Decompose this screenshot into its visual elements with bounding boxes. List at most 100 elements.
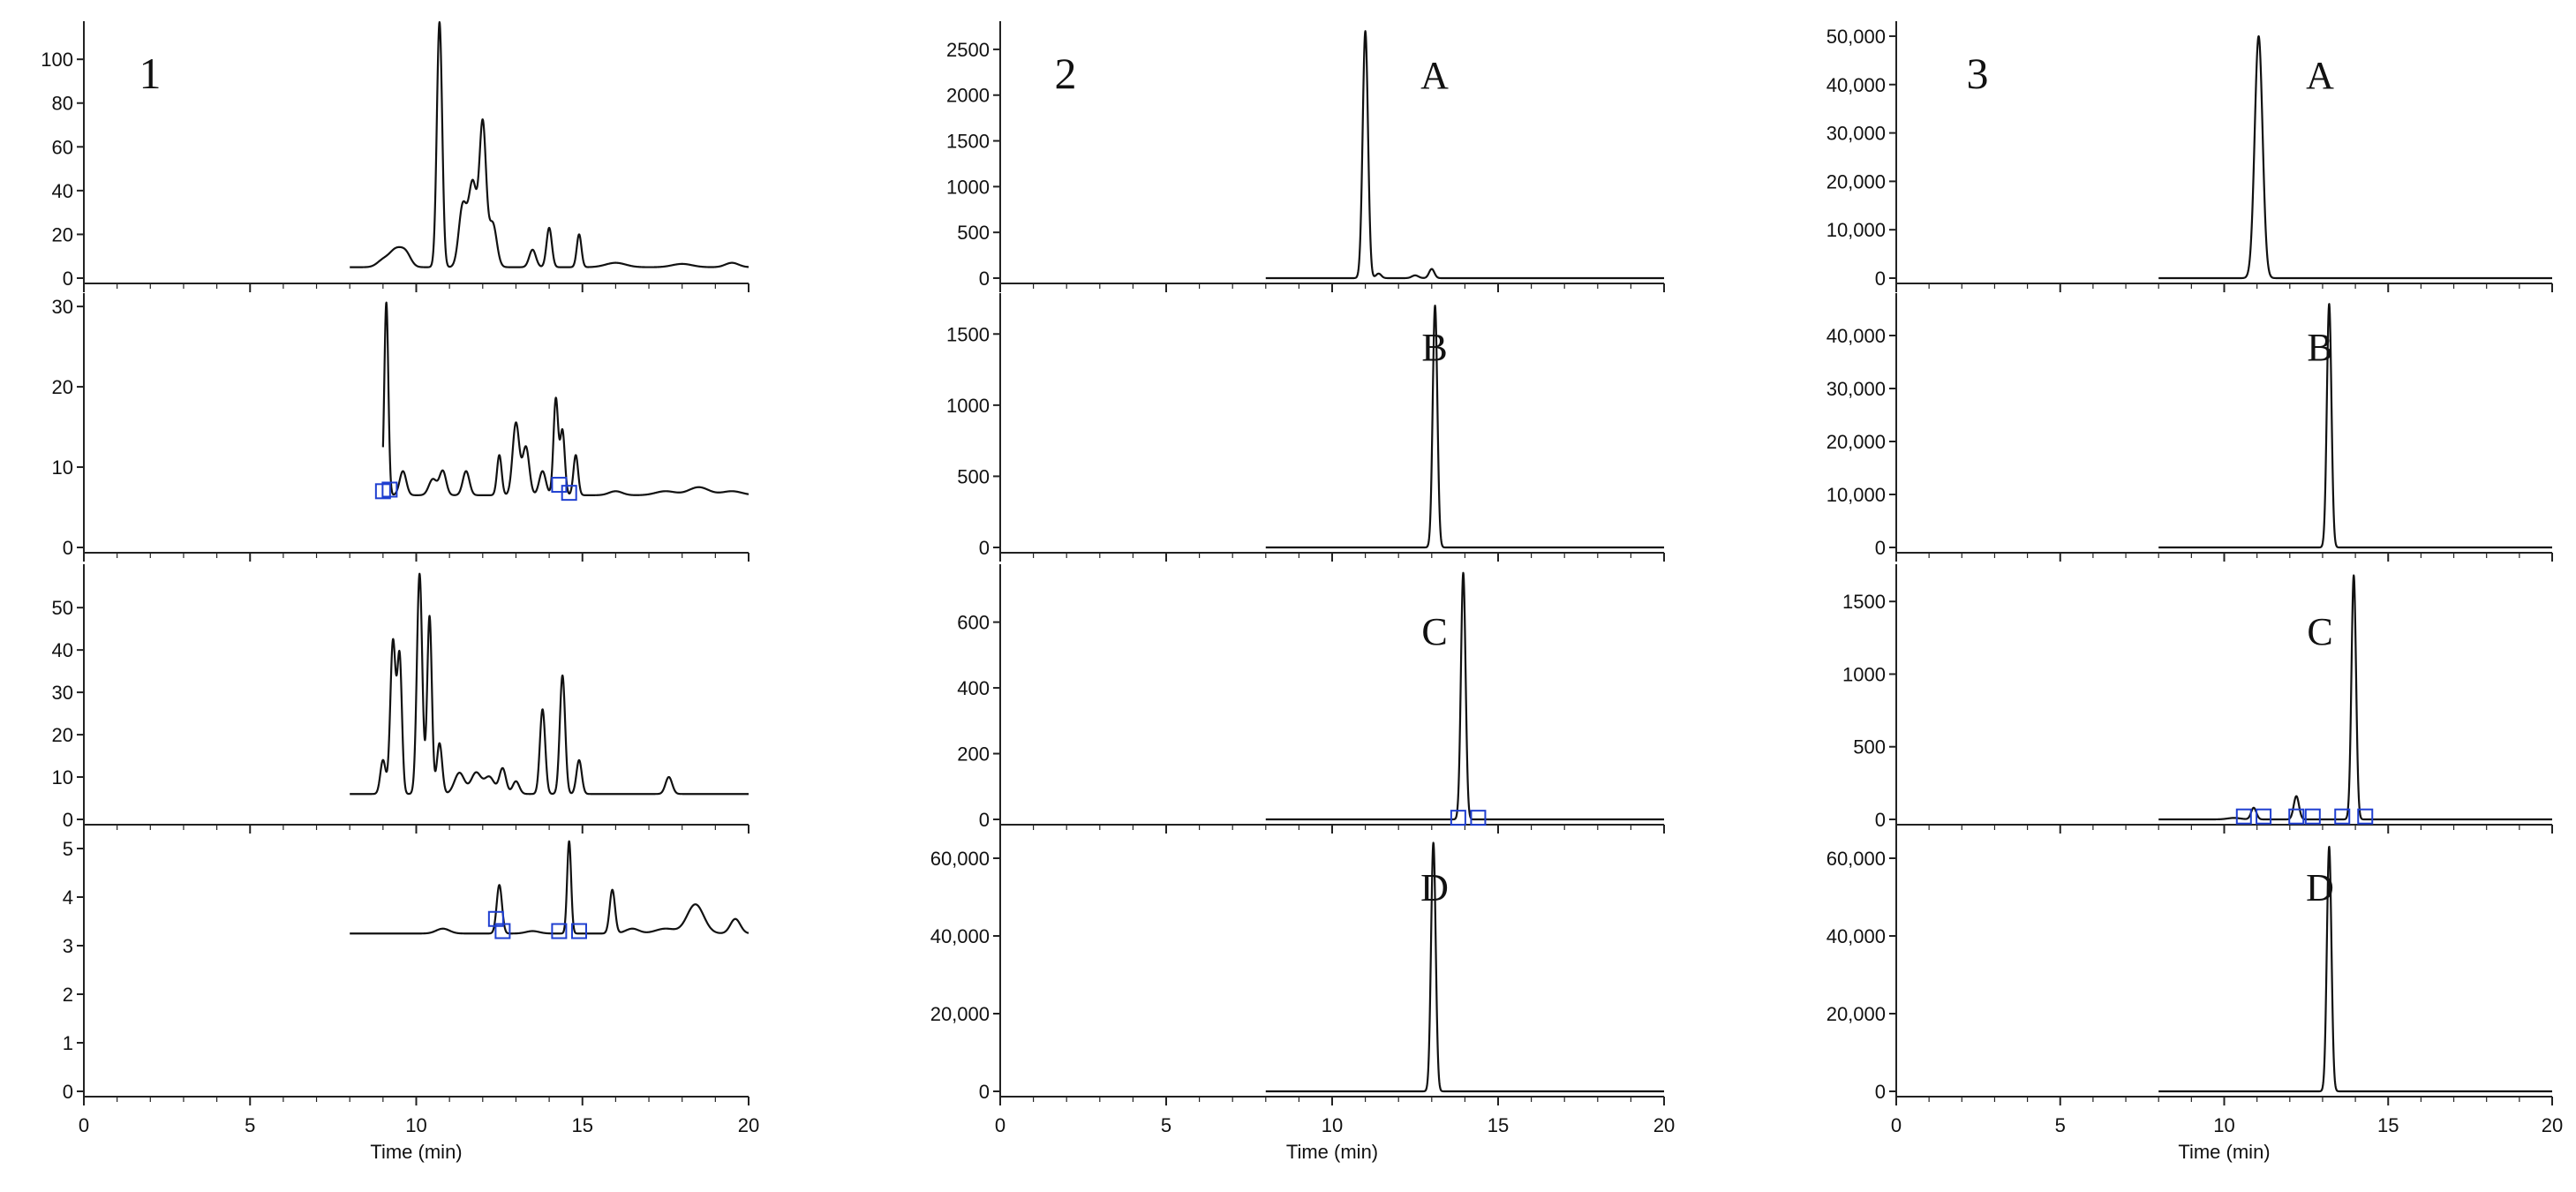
integration-marker [2256,808,2272,825]
trace-letter-label: A [2306,54,2334,97]
x-tick-label: 5 [2055,1114,2066,1136]
panel-number-label: 3 [1967,49,1989,98]
chromatogram-trace-line [2158,34,2553,280]
trace-letter-label: C [1421,610,1447,653]
y-tick-label: 20,000 [1827,170,1886,192]
integration-marker [2288,808,2305,825]
integration-marker [1470,810,1487,826]
y-tick-label: 10,000 [1827,484,1886,506]
trace-c: 0 500 1000 1500 C [1842,564,2553,834]
integration-marker [561,485,577,502]
y-tick-label: 40 [52,180,73,202]
chromatogram-trace-line [2158,845,2553,1093]
y-tick-label: 500 [957,222,990,244]
x-tick-label: 0 [1891,1114,1902,1136]
y-tick-label: 40,000 [1827,925,1886,947]
panel-number-label: 2 [1055,49,1077,98]
trace-letter-label: C [2307,610,2332,653]
integration-marker [494,923,511,939]
y-tick-label: 600 [957,612,990,634]
trace-1: 0 20 40 60 80 100 [41,20,749,292]
y-tick-label: 0 [979,809,990,831]
y-tick-label: 5 [63,838,73,860]
y-tick-label: 1500 [946,131,990,153]
trace-b: 0 500 1000 1500 B [946,293,1665,562]
integration-marker [2304,808,2321,825]
y-tick-label: 0 [1875,809,1886,831]
trace-2: 0 10 20 30 [52,293,749,562]
y-tick-label: 20,000 [1827,1003,1886,1025]
y-tick-label: 2000 [946,85,990,107]
y-tick-label: 400 [957,677,990,699]
x-tick-label: 20 [738,1114,759,1136]
integration-marker [2235,808,2252,825]
x-tick-label: 5 [245,1114,255,1136]
x-tick-label: 10 [405,1114,426,1136]
y-tick-label: 100 [41,49,73,71]
chromatogram-trace-line [1265,841,1665,1093]
y-tick-label: 0 [63,268,73,290]
x-axis-title: Time (min) [1286,1141,1378,1163]
y-tick-label: 1000 [946,176,990,198]
y-tick-label: 80 [52,93,73,115]
y-tick-label: 20,000 [930,1003,990,1025]
trace-letter-label: A [1420,54,1449,97]
y-tick-label: 0 [1875,268,1886,290]
trace-c: 0 200 400 600 C [957,564,1665,834]
trace-4: 0 1 2 3 4 5 [63,834,749,1105]
y-tick-label: 3 [63,935,73,957]
y-tick-label: 1000 [1842,663,1886,685]
y-tick-label: 20 [52,376,73,398]
y-tick-label: 20 [52,724,73,746]
integration-marker [551,923,568,939]
x-tick-label: 5 [1161,1114,1171,1136]
y-tick-label: 0 [979,537,990,559]
trace-letter-label: B [1421,326,1447,369]
trace-3: 0 10 20 30 40 50 [52,564,749,834]
y-tick-label: 40,000 [930,925,990,947]
y-tick-label: 4 [63,886,73,909]
integration-marker [570,923,587,939]
chromatogram-trace-line [1265,30,1665,280]
chromatogram-trace-line [349,572,749,796]
trace-b: 0 10,000 20,000 30,000 40,000 B [1827,293,2553,562]
y-tick-label: 500 [957,465,990,487]
trace-letter-label: D [1420,866,1449,909]
y-tick-label: 0 [1875,1081,1886,1103]
y-tick-label: 2500 [946,39,990,61]
integration-marker [1450,810,1466,826]
trace-letter-label: B [2307,326,2332,369]
y-tick-label: 2 [63,984,73,1006]
y-tick-label: 0 [63,1081,73,1103]
x-tick-label: 15 [1488,1114,1509,1136]
y-tick-label: 0 [1875,537,1886,559]
trace-d: 0 20,000 40,000 60,000 D [1827,834,2553,1105]
y-tick-label: 30,000 [1827,123,1886,145]
y-tick-label: 20,000 [1827,431,1886,453]
trace-d: 0 20,000 40,000 60,000 D [930,834,1665,1105]
y-tick-label: 40,000 [1827,325,1886,347]
y-tick-label: 40,000 [1827,74,1886,96]
x-tick-label: 0 [79,1114,89,1136]
y-tick-label: 60,000 [1827,848,1886,870]
y-tick-label: 20 [52,223,73,245]
chromatogram-trace-line [349,20,749,268]
chromatogram-trace-line [349,840,749,935]
panel-number-label: 1 [139,49,162,98]
y-tick-label: 0 [979,1081,990,1103]
y-tick-label: 30 [52,682,73,704]
x-axis-title: Time (min) [2178,1141,2270,1163]
y-tick-label: 0 [63,537,73,559]
x-tick-label: 20 [1653,1114,1675,1136]
integration-marker [551,477,568,494]
y-tick-label: 10,000 [1827,219,1886,241]
y-tick-label: 60 [52,136,73,158]
x-tick-label: 0 [995,1114,1006,1136]
trace-a: 0 10,000 20,000 30,000 40,000 50,000 A [1827,21,2553,292]
y-tick-label: 200 [957,743,990,766]
y-tick-label: 0 [63,809,73,831]
chromatogram-trace-line [2158,303,2553,549]
y-tick-label: 10 [52,766,73,788]
